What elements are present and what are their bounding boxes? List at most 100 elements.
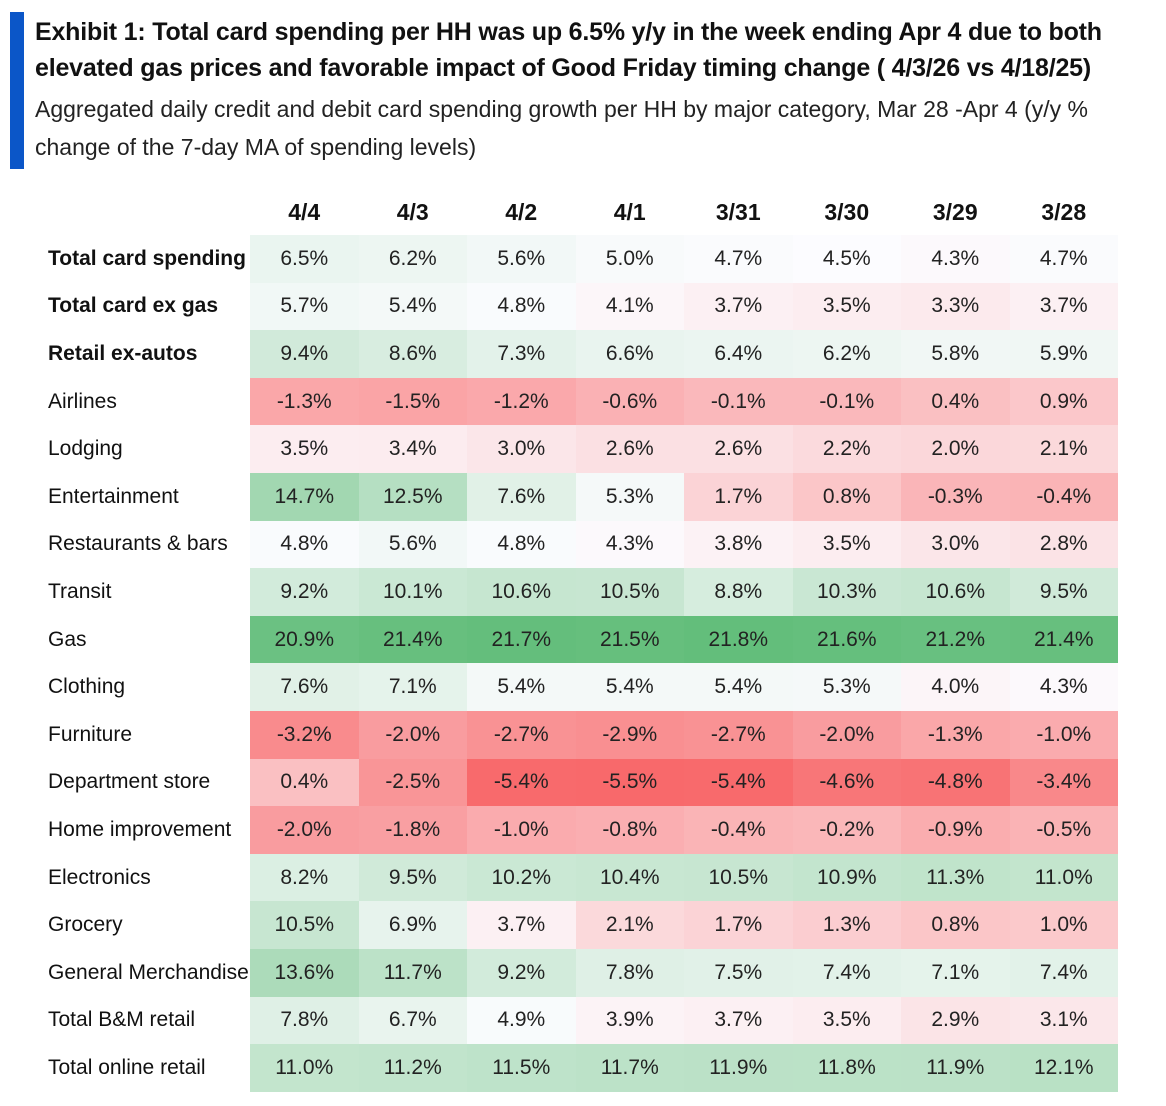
row-label: Retail ex-autos	[40, 330, 250, 378]
heat-cell: 3.1%	[1009, 996, 1118, 1045]
heat-cell: 4.5%	[792, 235, 901, 283]
heat-cell: 11.2%	[358, 1044, 467, 1092]
heat-cell: -4.6%	[792, 758, 901, 807]
heat-cell: 7.8%	[575, 948, 684, 997]
heat-cell: 3.9%	[575, 996, 684, 1045]
heat-cell: 4.1%	[575, 282, 684, 331]
row-label: Home improvement	[40, 806, 250, 854]
heat-cell: -1.2%	[467, 377, 576, 426]
heat-cell: -1.3%	[901, 710, 1010, 759]
heat-cell: 2.6%	[684, 425, 793, 473]
heat-cell: 5.4%	[467, 663, 576, 711]
accent-bar	[10, 12, 24, 169]
heatmap-table: 4/4 4/3 4/2 4/1 3/31 3/30 3/29 3/28 Total card …	[40, 190, 1118, 1092]
heat-cell: 13.6%	[250, 948, 359, 997]
heat-cell: 0.9%	[1009, 377, 1118, 426]
heat-cell: 3.0%	[901, 520, 1010, 569]
heat-cell: 5.4%	[684, 663, 793, 711]
heat-cell: -2.0%	[250, 806, 359, 854]
heat-cell: 6.7%	[358, 996, 467, 1045]
table-row: Grocery 10.5% 6.9% 3.7% 2.1% 1.7% 1.3% 0.8% 1.0%	[40, 901, 1118, 949]
heat-cell: 3.7%	[684, 996, 793, 1045]
heat-cell: 6.9%	[358, 901, 467, 949]
exhibit-header: Exhibit 1: Total card spending per HH wa…	[0, 0, 1166, 175]
heat-cell: -2.0%	[358, 710, 467, 759]
heat-cell: 7.3%	[467, 330, 576, 378]
heat-cell: 4.7%	[1009, 235, 1118, 283]
heat-cell: 10.3%	[792, 568, 901, 616]
heat-cell: 3.5%	[792, 282, 901, 331]
heat-cell: 0.8%	[901, 901, 1010, 949]
heat-cell: 4.3%	[901, 235, 1010, 283]
table-row: Total card spending 6.5% 6.2% 5.6% 5.0% 4.7% 4…	[40, 235, 1118, 283]
heat-cell: 21.4%	[358, 615, 467, 664]
heat-cell: 4.0%	[901, 663, 1010, 711]
table-row: Electronics 8.2% 9.5% 10.2% 10.4% 10.5% 10.9% 1…	[40, 853, 1118, 902]
column-header: 3/29	[932, 199, 978, 225]
heat-cell: 9.2%	[467, 948, 576, 997]
heat-cell: 9.5%	[1009, 568, 1118, 616]
heat-cell: -1.5%	[358, 377, 467, 426]
row-label: Electronics	[40, 853, 250, 902]
heat-cell: 4.7%	[684, 235, 793, 283]
heat-cell: 7.6%	[250, 663, 359, 711]
heat-cell: -2.7%	[467, 710, 576, 759]
heat-cell: -0.3%	[901, 472, 1010, 521]
heat-cell: -3.2%	[250, 710, 359, 759]
heat-cell: 4.8%	[467, 282, 576, 331]
heat-cell: 8.8%	[684, 568, 793, 616]
heat-cell: 4.9%	[467, 996, 576, 1045]
heat-cell: 5.0%	[575, 235, 684, 283]
heat-cell: 5.7%	[250, 282, 359, 331]
heat-cell: 11.9%	[684, 1044, 793, 1092]
heat-cell: 7.4%	[792, 948, 901, 997]
heat-cell: -0.4%	[1009, 472, 1118, 521]
heat-cell: -0.1%	[792, 377, 901, 426]
heat-cell: 5.6%	[358, 520, 467, 569]
heat-cell: 4.3%	[575, 520, 684, 569]
heat-cell: 11.0%	[250, 1044, 359, 1092]
heat-cell: 3.8%	[684, 520, 793, 569]
heat-cell: 11.8%	[792, 1044, 901, 1092]
heat-cell: 11.9%	[901, 1044, 1010, 1092]
heat-cell: 21.5%	[575, 615, 684, 664]
heat-cell: -0.1%	[684, 377, 793, 426]
heat-cell: 2.6%	[575, 425, 684, 473]
row-label: Entertainment	[40, 472, 250, 521]
heat-cell: 2.1%	[1009, 425, 1118, 473]
table-row: Department store 0.4% -2.5% -5.4% -5.5% -5.4%…	[40, 758, 1118, 807]
heat-cell: 7.1%	[358, 663, 467, 711]
heat-cell: 4.8%	[250, 520, 359, 569]
heat-cell: 11.5%	[467, 1044, 576, 1092]
table-row: Restaurants & bars 4.8% 5.6% 4.8% 4.3% 3.8% 3.…	[40, 520, 1118, 569]
heat-cell: 10.6%	[901, 568, 1010, 616]
exhibit-title: Exhibit 1: Total card spending per HH wa…	[35, 18, 1102, 82]
heat-cell: 3.5%	[250, 425, 359, 473]
table-row: Clothing 7.6% 7.1% 5.4% 5.4% 5.4% 5.3% 4.0% 4.3%	[40, 663, 1118, 711]
heat-cell: 6.2%	[358, 235, 467, 283]
heat-cell: 5.6%	[467, 235, 576, 283]
heat-cell: 11.0%	[1009, 853, 1118, 902]
table-row: Gas 20.9% 21.4% 21.7% 21.5% 21.8% 21.6% 21.2% 21…	[40, 615, 1118, 664]
heat-cell: 2.1%	[575, 901, 684, 949]
heat-cell: 6.4%	[684, 330, 793, 378]
heat-cell: -1.8%	[358, 806, 467, 854]
row-label: Grocery	[40, 901, 250, 949]
heat-cell: 0.4%	[250, 758, 359, 807]
heat-cell: -2.0%	[792, 710, 901, 759]
table-row: Total B&M retail 7.8% 6.7% 4.9% 3.9% 3.7% 3.5%…	[40, 996, 1118, 1045]
row-label: Transit	[40, 568, 250, 616]
heat-cell: 10.4%	[575, 853, 684, 902]
row-label: Clothing	[40, 663, 250, 711]
heat-cell: -2.9%	[575, 710, 684, 759]
row-label: Total online retail	[40, 1044, 250, 1092]
heat-cell: 9.5%	[358, 853, 467, 902]
exhibit-subtitle: Aggregated daily credit and debit card s…	[35, 96, 1088, 160]
heat-cell: 2.9%	[901, 996, 1010, 1045]
heat-cell: 10.2%	[467, 853, 576, 902]
heat-cell: 3.7%	[1009, 282, 1118, 331]
column-header: 4/3	[396, 199, 429, 225]
table-body: Total card spending 6.5% 6.2% 5.6% 5.0% 4.7% 4…	[40, 235, 1118, 1092]
heat-cell: 5.3%	[792, 663, 901, 711]
heat-cell: 2.0%	[901, 425, 1010, 473]
